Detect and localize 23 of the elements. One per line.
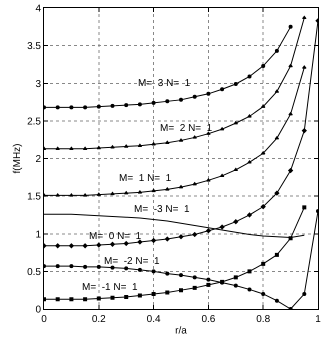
y-tick-label: 1 [35, 229, 42, 240]
x-tick-label: 1 [315, 314, 322, 325]
annotation: M= 0 N= 1 [89, 231, 142, 242]
y-axis-title: f(MHz) [12, 144, 24, 174]
y-tick-label: 2 [35, 154, 42, 165]
y-tick-label: 4 [35, 4, 42, 14]
y-tick-label: 0 [35, 304, 42, 316]
x-tick-label: 0.6 [201, 314, 216, 325]
x-axis-title: r/a [175, 326, 188, 336]
y-tick-label: 3.5 [27, 41, 42, 52]
annotation: M= 2 N= 1 [160, 123, 213, 134]
y-tick-label: 1.5 [27, 192, 42, 203]
y-tick-label: 2.5 [27, 116, 42, 128]
y-tick-label: 3 [35, 78, 42, 90]
annotation: M= -3 N= 1 [134, 204, 190, 215]
annotation: M= -1 N= 1 [82, 282, 138, 293]
x-tick-label: 0.4 [146, 314, 161, 325]
annotation: M= 3 N= 1 [138, 78, 191, 89]
y-tick-label: 0.5 [27, 266, 42, 278]
x-tick-label: 0.8 [256, 314, 271, 325]
annotation: M= 1 N= 1 [119, 173, 172, 184]
x-tick-label: 0.2 [92, 314, 106, 325]
annotation: M= -2 N= 1 [104, 256, 160, 267]
